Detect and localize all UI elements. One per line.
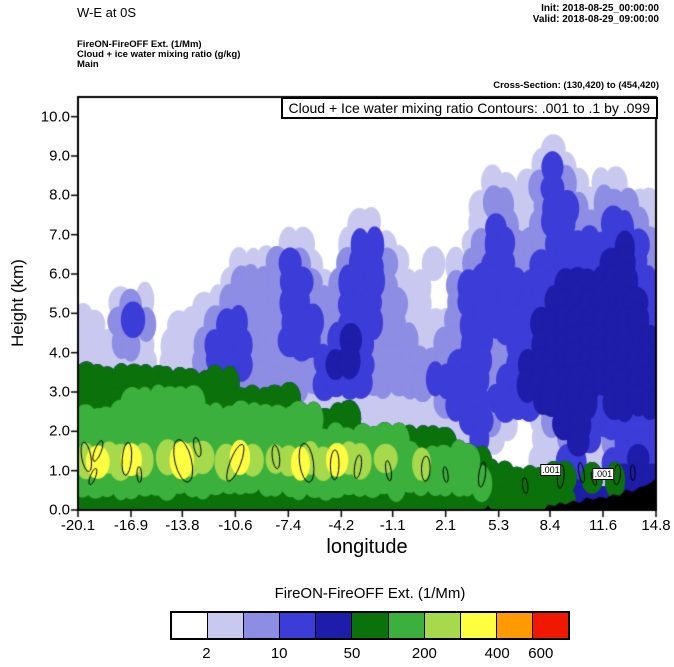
x-tick-label: -7.4 — [275, 517, 302, 534]
x-tick-label: -13.8 — [165, 517, 200, 534]
inline-contour-label: .001 — [540, 463, 562, 476]
colorbar-box — [172, 613, 208, 638]
y-tick-label: 5.0 — [49, 304, 70, 322]
init-time-label: Init: 2018-08-25_00:00:00 — [541, 3, 659, 14]
colorbar-box — [423, 613, 460, 638]
colorbar — [170, 611, 570, 640]
colorbar-tick-label: 200 — [411, 645, 437, 662]
colorbar-box — [279, 613, 316, 638]
y-tick-label: 9.0 — [49, 147, 70, 165]
colorbar-title: FireON-FireOFF Ext. (1/Mm) — [274, 585, 466, 602]
colorbar-box — [387, 613, 424, 638]
colorbar-box — [315, 613, 352, 638]
page-title: W-E at 0S — [77, 5, 137, 20]
x-tick-label: 5.3 — [488, 517, 510, 534]
x-tick-label: -4.2 — [328, 517, 355, 534]
field-description-line-1: FireON-FireOFF Ext. (1/Mm) — [77, 39, 202, 50]
x-tick-label: 11.6 — [588, 517, 618, 534]
x-tick-label: 2.1 — [435, 517, 457, 534]
colorbar-tick-label: 600 — [528, 645, 554, 662]
y-tick-label: 0.0 — [49, 501, 70, 519]
y-axis-title: Height (km) — [8, 259, 27, 347]
valid-time-label: Valid: 2018-08-29_09:00:00 — [532, 14, 659, 25]
y-tick-label: 10.0 — [40, 108, 70, 126]
colorbar-tick-label: 10 — [270, 645, 288, 662]
colorbar-box — [351, 613, 388, 638]
x-tick-label: -1.1 — [379, 517, 406, 534]
y-tick-label: 2.0 — [49, 422, 70, 440]
y-tick-label: 8.0 — [49, 186, 70, 204]
colorbar-box — [243, 613, 280, 638]
y-tick-label: 6.0 — [49, 265, 70, 283]
colorbar-tick-label: 50 — [343, 645, 361, 662]
y-tick-label: 3.0 — [49, 383, 70, 401]
x-tick-label: -10.6 — [218, 517, 253, 534]
colorbar-box — [531, 613, 569, 638]
x-tick-label: -20.1 — [60, 517, 96, 534]
field-description-line-3: Main — [77, 59, 99, 70]
colorbar-box — [207, 613, 244, 638]
x-axis-title: longitude — [326, 536, 408, 558]
colorbar-tick-label: 400 — [484, 645, 510, 662]
x-tick-label: -16.9 — [113, 517, 149, 534]
contour-title-box: Cloud + Ice water mixing ratio Contours:… — [280, 97, 658, 119]
x-tick-label: 14.8 — [641, 517, 671, 534]
x-tick-label: 8.4 — [539, 517, 561, 534]
colorbar-box — [459, 613, 496, 638]
y-tick-label: 4.0 — [49, 344, 70, 362]
cross-section-info: Cross-Section: (130,420) to (454,420) — [493, 80, 659, 91]
inline-contour-label: .001 — [592, 467, 615, 480]
colorbar-tick-label: 2 — [202, 645, 211, 662]
colorbar-box — [495, 613, 532, 638]
field-description-line-2: Cloud + ice water mixing ratio (g/kg) — [77, 49, 241, 60]
y-tick-label: 7.0 — [49, 226, 70, 244]
y-tick-label: 1.0 — [49, 462, 70, 480]
